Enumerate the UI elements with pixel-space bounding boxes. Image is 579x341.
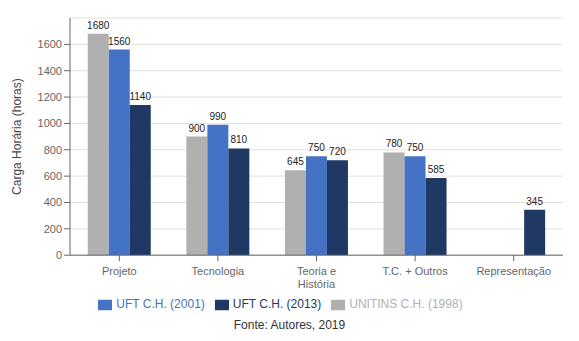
html-text:UFT C.H. (2001): UFT C.H. (2001) bbox=[116, 297, 205, 312]
svg-text:0: 0 bbox=[56, 249, 62, 261]
svg-text:1400: 1400 bbox=[38, 65, 62, 77]
svg-text:1560: 1560 bbox=[108, 36, 131, 47]
svg-text:200: 200 bbox=[44, 223, 62, 235]
svg-text:Carga Horária (horas): Carga Horária (horas) bbox=[10, 78, 24, 195]
html-text:Fonte: Autores, 2019: Fonte: Autores, 2019 bbox=[233, 318, 346, 332]
svg-text:Tecnologia: Tecnologia bbox=[192, 265, 245, 277]
svg-text:Teoria eHistória: Teoria eHistória bbox=[297, 265, 336, 290]
svg-text:645: 645 bbox=[287, 156, 304, 167]
svg-text:990: 990 bbox=[210, 111, 227, 122]
svg-text:1200: 1200 bbox=[38, 91, 62, 103]
svg-text:600: 600 bbox=[44, 170, 62, 182]
svg-text:1140: 1140 bbox=[129, 91, 151, 102]
svg-text:720: 720 bbox=[329, 146, 346, 157]
svg-text:900: 900 bbox=[189, 123, 206, 134]
svg-text:Projeto: Projeto bbox=[102, 265, 137, 277]
svg-text:585: 585 bbox=[428, 164, 445, 175]
html-text:UNITINS C.H. (1998): UNITINS C.H. (1998) bbox=[349, 297, 463, 312]
svg-text:800: 800 bbox=[44, 144, 62, 156]
svg-text:810: 810 bbox=[231, 134, 248, 145]
svg-text:Representação: Representação bbox=[476, 265, 551, 277]
svg-text:750: 750 bbox=[407, 142, 424, 153]
svg-text:1680: 1680 bbox=[87, 20, 110, 31]
svg-text:T.C. + Outros: T.C. + Outros bbox=[383, 265, 449, 277]
svg-text:780: 780 bbox=[386, 138, 403, 149]
html-text:UFT C.H. (2013): UFT C.H. (2013) bbox=[232, 297, 322, 312]
svg-text:400: 400 bbox=[44, 196, 62, 208]
svg-text:345: 345 bbox=[526, 196, 543, 207]
svg-text:750: 750 bbox=[308, 142, 325, 153]
svg-text:1600: 1600 bbox=[38, 38, 62, 50]
svg-text:1000: 1000 bbox=[38, 117, 62, 129]
